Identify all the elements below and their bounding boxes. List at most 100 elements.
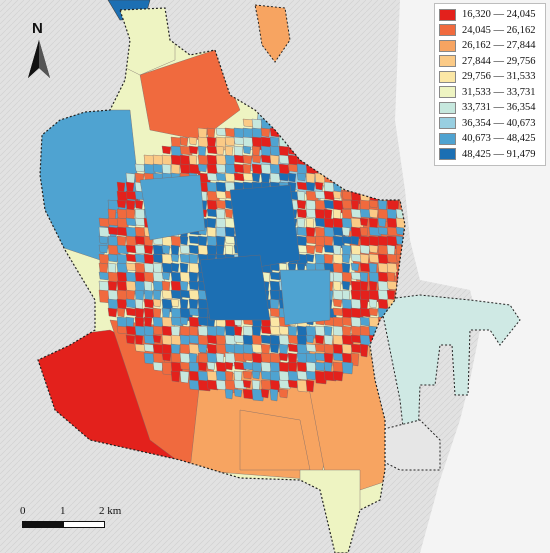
legend-label: 48,425 — 91,479 [462,148,536,160]
district [170,289,184,300]
district [332,244,342,256]
district [224,127,236,138]
legend-item: 29,756 — 31,533 [439,69,541,85]
legend: 16,320 — 24,045 24,045 — 26,162 26,162 —… [434,3,546,166]
legend-item: 26,162 — 27,844 [439,38,541,54]
district [143,298,155,309]
district [134,307,145,319]
district [305,343,318,353]
district [206,127,216,139]
district [242,370,253,380]
district [242,379,252,389]
district [386,271,396,283]
district [152,253,164,264]
district [143,325,155,337]
district [98,235,109,245]
district [134,334,144,346]
port-area [379,294,521,446]
district [314,244,324,254]
legend-label: 33,731 — 36,354 [462,102,536,114]
district [170,370,181,383]
district [179,316,189,326]
district [206,361,216,371]
district [368,199,379,209]
district [139,174,206,241]
district [199,254,271,321]
district [323,334,334,346]
district [314,361,326,372]
district [161,352,172,362]
district [377,217,387,228]
district [215,199,227,210]
district [116,181,126,193]
district [188,244,200,255]
legend-swatch [439,86,456,99]
district [287,163,299,173]
district [134,343,147,353]
scale-tick: 2 km [99,505,122,517]
district [251,145,261,157]
district [314,370,328,385]
district [179,235,189,246]
district [287,172,297,183]
district [251,154,262,164]
district [323,361,333,373]
legend-swatch [439,55,456,68]
district [170,262,180,273]
city-boundary [37,7,406,553]
district [368,208,379,219]
district [170,253,180,263]
legend-label: 27,844 — 29,756 [462,55,536,67]
district [278,343,289,355]
district [251,361,263,373]
district [332,280,342,292]
north-label: N [32,20,43,37]
district [332,190,342,200]
district [206,379,220,391]
district [359,253,370,265]
district [229,184,301,271]
district [107,298,119,312]
district [350,262,360,272]
district [269,379,281,393]
district [215,352,225,364]
district [116,199,127,209]
district [260,172,271,184]
district [224,388,234,400]
district [224,136,236,147]
district [251,325,262,337]
district [170,298,180,308]
legend-label: 29,756 — 31,533 [462,71,536,83]
district [359,244,371,255]
district [116,307,126,318]
legend-item: 31,533 — 33,731 [439,85,541,101]
district [98,244,109,254]
district [359,226,369,237]
district [215,190,228,200]
legend-item: 48,425 — 91,479 [439,147,541,163]
legend-item: 36,354 — 40,673 [439,116,541,132]
district [206,244,218,258]
legend-label: 16,320 — 24,045 [462,9,536,21]
district [269,343,280,354]
district [296,208,308,219]
legend-swatch [439,24,456,37]
legend-item: 33,731 — 36,354 [439,100,541,116]
legend-swatch [439,148,456,161]
district [251,172,261,183]
district [368,307,379,317]
district [125,334,136,345]
district [152,361,164,372]
legend-swatch [439,8,456,21]
district [278,352,289,362]
district [332,361,345,375]
district [143,244,154,255]
district [305,244,316,255]
district [107,307,118,318]
district [224,199,234,210]
district [197,361,208,372]
district [332,253,344,265]
district [134,163,146,173]
district [188,280,200,291]
